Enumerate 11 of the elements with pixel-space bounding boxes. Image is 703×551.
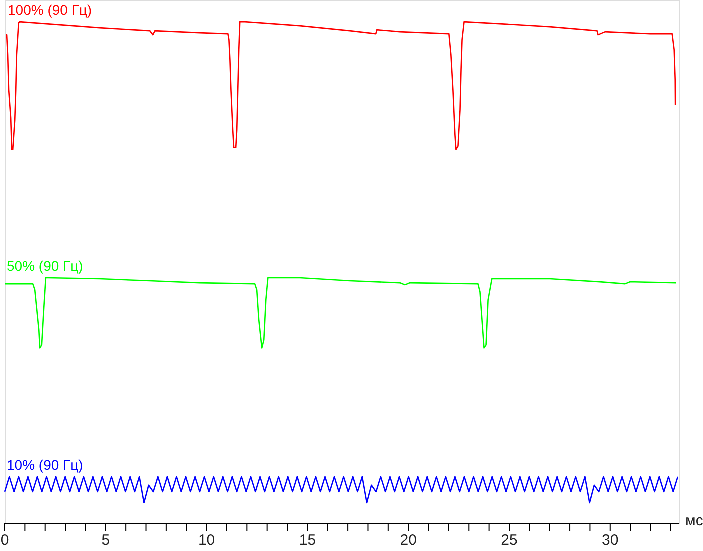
x-tick-label: 15: [299, 532, 316, 549]
x-tick-label: 0: [0, 532, 10, 549]
x-tick-label: 30: [602, 532, 619, 549]
series-label: 10% (90 Гц): [7, 456, 84, 473]
x-tick-label: 25: [501, 532, 518, 549]
x-tick-label: 10: [198, 532, 216, 549]
x-axis-title: мс: [686, 512, 703, 530]
x-tick-label: 5: [102, 532, 110, 549]
series-label: 50% (90 Гц): [7, 258, 84, 274]
series-label: 100% (90 Гц): [8, 2, 92, 18]
x-tick-label: 20: [400, 532, 417, 549]
